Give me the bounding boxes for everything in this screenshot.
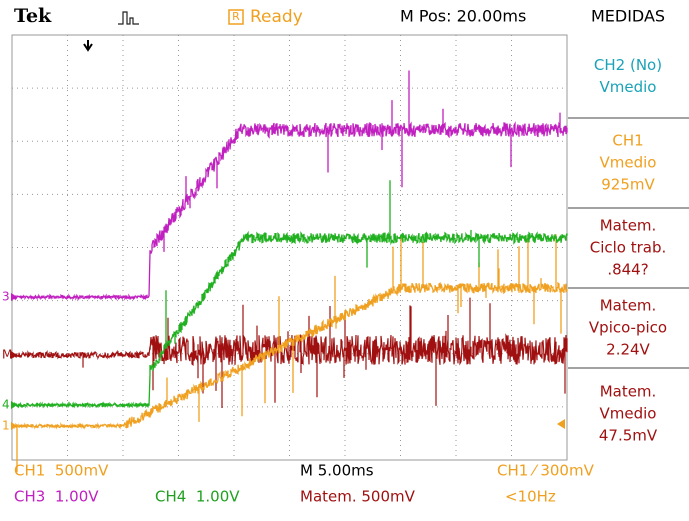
measurement-line: 2.24V [606, 341, 650, 359]
position: M Pos: 20.00ms [400, 7, 526, 26]
marker-label: 1 [2, 419, 10, 433]
graticule [12, 35, 567, 460]
trigger-icon [118, 11, 139, 25]
status: Ready [250, 7, 303, 27]
channel-markers: 3 M 4 1 [2, 290, 17, 433]
measurement-line: .844? [607, 261, 648, 279]
marker-label: 3 [2, 290, 10, 304]
measurement-line: Matem. [600, 383, 657, 401]
marker-arrow [11, 351, 17, 359]
traces [11, 70, 568, 473]
measurement-panel: CH2 (No) Vmedio CH1 Vmedio 925mV Matem. Ciclo … [568, 56, 689, 445]
trigger-level [557, 419, 565, 429]
marker-arrow [11, 422, 17, 430]
trigger-position [83, 40, 93, 52]
measurement-line: Vmedio [600, 405, 657, 423]
measurement-line: 47.5mV [599, 427, 658, 445]
frequency: <10Hz [505, 488, 556, 506]
measurement-line: Vmedio [600, 154, 657, 172]
measurement-line: Vpico-pico [589, 319, 667, 337]
measurement-line: CH2 (No) [594, 56, 662, 74]
ch1-scale: CH1 500mV [14, 462, 109, 480]
trace [11, 234, 568, 473]
ch3-scale: CH3 1.00V [14, 488, 99, 506]
measurement-line: 925mV [601, 176, 655, 194]
measurement-line: Matem. [600, 217, 657, 235]
status-box [228, 9, 244, 25]
marker-label: 4 [2, 398, 10, 412]
trace [11, 180, 568, 409]
trigger-setting: CH1 ⁄ 300mV [497, 462, 595, 480]
marker-arrow [11, 401, 17, 409]
math-scale: Matem. 500mV [300, 488, 416, 506]
panel-title: MEDIDAS [591, 7, 665, 26]
trace [11, 70, 568, 301]
measurement-line: Ciclo trab. [590, 239, 667, 257]
status-icon: R [232, 10, 240, 23]
marker-arrow [11, 293, 17, 301]
ch4-scale: CH4 1.00V [155, 488, 240, 506]
timebase: M 5.00ms [300, 462, 374, 480]
brand: Tek [14, 5, 52, 27]
marker-label: M [2, 348, 12, 362]
measurement-line: Vmedio [600, 78, 657, 96]
measurement-line: Matem. [600, 297, 657, 315]
measurement-line: CH1 [612, 132, 643, 150]
